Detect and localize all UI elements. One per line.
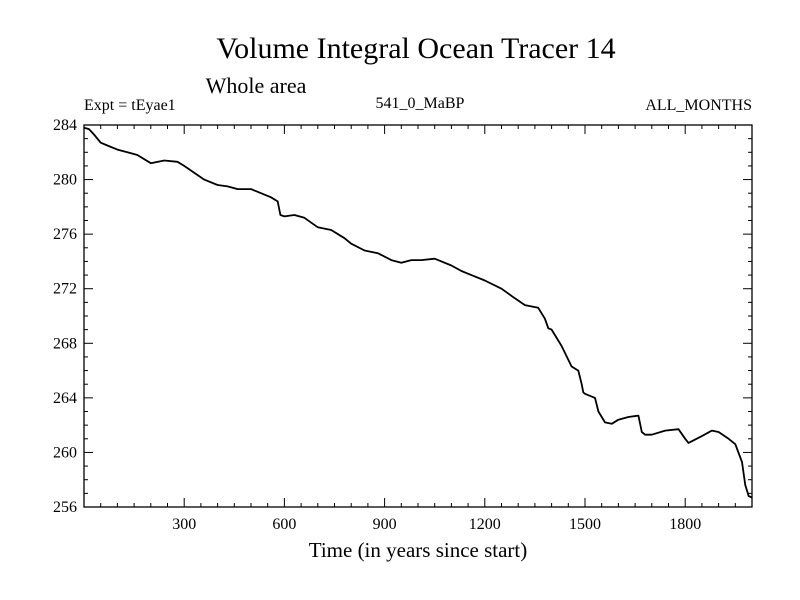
y-tick-labels: 256 260 264 268 272 276 280 284	[53, 117, 77, 516]
plot-frame	[83, 124, 753, 508]
x-tick-labels: 300 600 900 1200 1500 1800	[172, 516, 701, 533]
y-tick-label: 256	[53, 499, 77, 516]
x-tick-label: 900	[373, 516, 397, 533]
annotation-left: Expt = tEyae1	[84, 97, 176, 114]
annotation-right: ALL_MONTHS	[645, 97, 752, 114]
y-tick-label: 260	[53, 444, 77, 461]
y-tick-label: 284	[53, 117, 77, 134]
chart-title: Volume Integral Ocean Tracer 14	[216, 32, 615, 65]
x-axis-label: Time (in years since start)	[309, 538, 528, 562]
chart-subtitle: Whole area	[206, 73, 307, 98]
y-tick-label: 264	[53, 390, 77, 407]
x-axis-ticks	[100, 125, 736, 507]
y-tick-label: 276	[53, 226, 77, 243]
x-tick-label: 1200	[469, 516, 501, 533]
x-tick-label: 300	[172, 516, 196, 533]
y-tick-label: 268	[53, 335, 77, 352]
series-layer	[83, 126, 753, 499]
x-tick-label: 600	[272, 516, 296, 533]
y-axis-ticks	[84, 124, 752, 508]
y-tick-label: 280	[53, 172, 77, 189]
annotation-center: 541_0_MaBP	[376, 95, 465, 112]
x-tick-label: 1500	[569, 516, 601, 533]
series-line	[83, 126, 753, 499]
x-tick-label: 1800	[669, 516, 701, 533]
y-tick-label: 272	[53, 281, 77, 298]
